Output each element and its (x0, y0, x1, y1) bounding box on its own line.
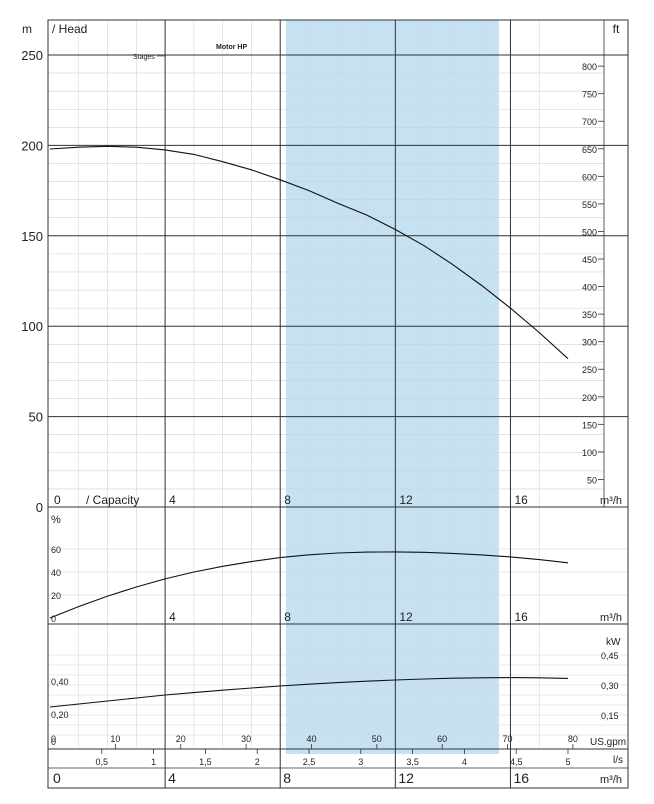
x-axis-label-capacity: / Capacity (86, 493, 139, 507)
ls-tick-label: 3,5 (406, 757, 419, 767)
power-unit: kW (606, 637, 621, 648)
y2-tick-label: 500 (582, 227, 597, 237)
bottom-x-tick-label: 8 (283, 770, 291, 786)
y2-tick-label: 550 (582, 200, 597, 210)
y2-tick-label: 600 (582, 172, 597, 182)
annotation-stages: Stages (133, 54, 155, 61)
grid-layer (48, 20, 628, 788)
efficiency-x-unit: m³/h (600, 612, 622, 624)
y-tick-label: 50 (29, 410, 43, 425)
usgpm-tick-label: 70 (503, 734, 513, 744)
bottom-x-tick-label: 12 (398, 770, 414, 786)
efficiency-x-tick-label: 4 (169, 610, 176, 624)
x-tick-label: 16 (514, 493, 528, 507)
usgpm-tick-label: 30 (241, 734, 251, 744)
y2-tick-label: 350 (582, 310, 597, 320)
head-curve (49, 145, 569, 360)
efficiency-tick-label: 0 (51, 614, 56, 624)
usgpm-tick-label: 50 (372, 734, 382, 744)
efficiency-x-tick-label: 8 (284, 610, 291, 624)
y2-tick-label: 450 (582, 255, 597, 265)
x-tick-label: 8 (284, 493, 291, 507)
x-tick-label: 12 (399, 493, 413, 507)
ls-axis-label: l/s (613, 755, 623, 766)
y2-tick-label: 750 (582, 90, 597, 100)
efficiency-x-tick-label: 12 (399, 610, 413, 624)
bottom-x-tick-label: 16 (513, 770, 529, 786)
power-left-tick-label: 0 (51, 737, 56, 747)
power-right-tick-label: 0,15 (601, 711, 619, 721)
power-left-tick-label: 0,20 (51, 710, 69, 720)
frame-layer (47, 19, 629, 789)
bottom-x-tick-label: 4 (168, 770, 176, 786)
power-right-tick-label: 0,30 (601, 681, 619, 691)
x-tick-label: 0 (54, 493, 61, 507)
highlight-band (285, 20, 499, 754)
chart-frame (47, 19, 629, 789)
ls-tick-label: 5 (565, 757, 570, 767)
y2-tick-label: 200 (582, 393, 597, 403)
annotation-motor-hp: Motor HP (216, 44, 247, 51)
y-tick-label: 100 (21, 319, 43, 334)
ls-tick-label: 2 (255, 757, 260, 767)
y2-tick-label: 800 (582, 62, 597, 72)
ls-tick-label: 1 (151, 757, 156, 767)
y2-axis-unit-ft: ft (613, 22, 620, 36)
curve-layer (49, 145, 569, 708)
y2-tick-label: 650 (582, 145, 597, 155)
ls-tick-label: 4 (462, 757, 467, 767)
x-tick-label: 4 (169, 493, 176, 507)
y-tick-label: 250 (21, 48, 43, 63)
highlight-band-layer (285, 20, 499, 754)
usgpm-tick-label: 40 (306, 734, 316, 744)
ls-tick-label: 3 (358, 757, 363, 767)
y2-tick-label: 150 (582, 420, 597, 430)
y-axis-label-head: / Head (52, 22, 87, 36)
efficiency-tick-label: 40 (51, 568, 61, 578)
y2-tick-label: 100 (582, 448, 597, 458)
y2-tick-label: 700 (582, 117, 597, 127)
efficiency-tick-label: 20 (51, 591, 61, 601)
ls-tick-label: 4,5 (510, 757, 523, 767)
efficiency-unit: % (51, 514, 61, 526)
y-tick-label: 200 (21, 138, 43, 153)
y-tick-label: 150 (21, 229, 43, 244)
bottom-x-tick-label: 0 (53, 770, 61, 786)
y-axis-unit-m: m (22, 22, 32, 36)
ls-tick-label: 2,5 (303, 757, 316, 767)
usgpm-tick-label: 20 (176, 734, 186, 744)
y2-tick-label: 250 (582, 365, 597, 375)
power-left-tick-label: 0,40 (51, 677, 69, 687)
efficiency-x-tick-label: 16 (514, 610, 528, 624)
y2-tick-label: 50 (587, 475, 597, 485)
power-right-tick-label: 0,45 (601, 651, 619, 661)
efficiency-tick-label: 60 (51, 545, 61, 555)
bottom-x-unit: m³/h (600, 774, 622, 786)
ls-tick-label: 0,5 (96, 757, 109, 767)
ls-tick-label: 1,5 (199, 757, 212, 767)
usgpm-axis-label: US.gpm (590, 737, 626, 748)
label-layer: m / Head ft0501001502002505010015020025030… (21, 22, 626, 786)
y2-tick-label: 400 (582, 283, 597, 293)
efficiency-curve (49, 551, 569, 619)
power-curve (49, 677, 569, 708)
y-tick-label: 0 (36, 500, 43, 515)
usgpm-tick-label: 80 (568, 734, 578, 744)
y2-tick-label: 300 (582, 338, 597, 348)
usgpm-tick-label: 60 (437, 734, 447, 744)
usgpm-tick-label: 0 (51, 734, 56, 744)
x-axis-unit: m³/h (600, 495, 622, 507)
usgpm-tick-label: 10 (110, 734, 120, 744)
